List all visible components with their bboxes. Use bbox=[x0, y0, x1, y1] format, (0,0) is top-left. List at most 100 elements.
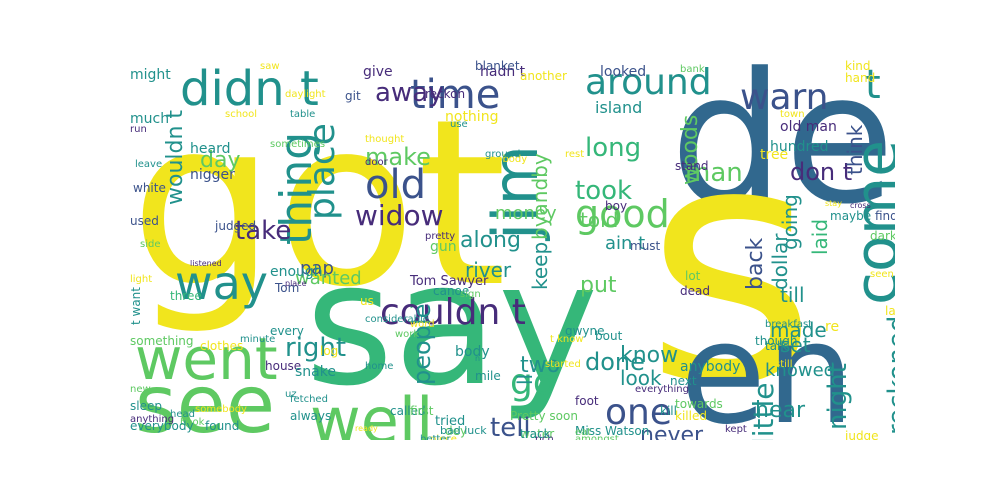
cloud-word: daylight bbox=[285, 90, 326, 100]
cloud-word: stand bbox=[675, 160, 709, 172]
cloud-word: island bbox=[595, 100, 642, 116]
cloud-word: bank bbox=[680, 65, 705, 75]
cloud-word: another bbox=[520, 70, 567, 82]
cloud-word: t know bbox=[550, 335, 584, 345]
cloud-word: gun bbox=[430, 240, 457, 254]
cloud-word: couldn t bbox=[380, 295, 526, 331]
cloud-word: somebody bbox=[195, 405, 247, 415]
cloud-word: blanket bbox=[475, 60, 520, 72]
cloud-word: nigger bbox=[190, 168, 235, 182]
cloud-word: Pretty soon bbox=[510, 410, 578, 422]
cloud-word: sometimes bbox=[270, 140, 325, 150]
cloud-word: work bbox=[395, 330, 419, 340]
cloud-word: thought bbox=[365, 135, 404, 145]
cloud-word: found bbox=[205, 420, 239, 432]
cloud-word: white bbox=[133, 182, 166, 194]
cloud-word: first bbox=[410, 405, 433, 417]
word-cloud: got de say s en see went well didn t time around wa… bbox=[125, 60, 895, 440]
cloud-word: dark bbox=[870, 230, 895, 242]
cloud-word: breakfast bbox=[765, 320, 812, 330]
cloud-word: track bbox=[520, 428, 551, 440]
cloud-word: heard bbox=[190, 142, 230, 156]
cloud-word: long bbox=[585, 135, 641, 161]
cloud-word: leave bbox=[135, 160, 162, 170]
cloud-word: though bbox=[755, 335, 797, 347]
cloud-word: judge bbox=[845, 430, 879, 440]
cloud-word: t want bbox=[130, 287, 142, 325]
cloud-word: looked bbox=[600, 65, 646, 79]
cloud-word: school bbox=[225, 110, 257, 120]
cloud-word: killed bbox=[675, 410, 707, 422]
cloud-word: reckoned bbox=[885, 316, 895, 435]
cloud-word: uz bbox=[285, 390, 297, 400]
cloud-word: think bbox=[845, 125, 865, 175]
cloud-word: ll bbox=[515, 374, 535, 385]
cloud-word: every bbox=[270, 325, 304, 337]
cloud-word: snake bbox=[295, 365, 336, 379]
cloud-word: home bbox=[365, 362, 393, 372]
cloud-word: laid bbox=[810, 219, 830, 255]
cloud-word: dead bbox=[680, 285, 710, 297]
cloud-word: byandby bbox=[530, 153, 550, 240]
cloud-word: us bbox=[360, 295, 374, 307]
cloud-word: till bbox=[780, 285, 805, 305]
cloud-word: anybody bbox=[680, 360, 740, 374]
cloud-word: kept bbox=[725, 425, 747, 435]
cloud-word: tree bbox=[760, 148, 788, 162]
cloud-word: widow bbox=[355, 202, 443, 230]
cloud-word: enough bbox=[270, 265, 323, 279]
cloud-word: seen bbox=[870, 270, 894, 280]
cloud-word: back bbox=[745, 238, 767, 290]
cloud-word: reckon bbox=[425, 88, 465, 100]
cloud-word: use bbox=[450, 120, 468, 130]
cloud-word: table bbox=[290, 110, 315, 120]
cloud-word: n bbox=[475, 355, 480, 363]
cloud-word: lot bbox=[685, 270, 700, 282]
cloud-word: sleep bbox=[130, 400, 162, 412]
cloud-word: sign bbox=[460, 290, 481, 300]
cloud-word: hand bbox=[845, 72, 875, 84]
cloud-word: eat bbox=[575, 428, 591, 438]
cloud-word: side bbox=[140, 240, 161, 250]
cloud-word: still bbox=[775, 360, 792, 370]
cloud-word: might bbox=[130, 68, 171, 82]
cloud-word: stay bbox=[825, 200, 842, 208]
cloud-word: give bbox=[363, 65, 393, 79]
cloud-word: town bbox=[780, 110, 805, 120]
cloud-word: hear bbox=[755, 400, 805, 422]
cloud-word: ground bbox=[485, 150, 520, 160]
cloud-word: pretty bbox=[425, 232, 455, 242]
cloud-word: money bbox=[495, 205, 557, 223]
cloud-word: new bbox=[130, 385, 151, 395]
cloud-word: ready bbox=[355, 425, 378, 433]
cloud-word: always bbox=[290, 410, 331, 422]
cloud-word: know bbox=[620, 345, 678, 367]
cloud-word: saw bbox=[260, 62, 280, 72]
cloud-word: better bbox=[420, 435, 451, 440]
cloud-word: judged bbox=[215, 220, 256, 232]
cloud-word: started bbox=[545, 360, 581, 370]
cloud-word: used bbox=[130, 215, 159, 227]
cloud-word: three bbox=[170, 290, 202, 302]
cloud-word: last bbox=[885, 305, 895, 317]
cloud-word: place bbox=[305, 123, 341, 220]
cloud-word: along bbox=[460, 230, 521, 252]
cloud-word: told bbox=[580, 210, 618, 230]
cloud-word: mile bbox=[475, 370, 501, 382]
cloud-word: place bbox=[285, 280, 307, 288]
cloud-word: never bbox=[640, 425, 703, 440]
cloud-word: keep bbox=[530, 242, 550, 290]
cloud-word: light bbox=[130, 275, 152, 285]
cloud-word: old man bbox=[780, 120, 837, 134]
cloud-word: find bbox=[875, 210, 895, 222]
cloud-word: git bbox=[345, 90, 361, 102]
cloud-word: everything bbox=[635, 385, 689, 395]
cloud-word: something bbox=[130, 335, 194, 347]
cloud-word: foot bbox=[575, 395, 599, 407]
cloud-word: maybe bbox=[830, 210, 871, 222]
cloud-word: boy bbox=[605, 200, 627, 212]
cloud-word: re bbox=[825, 320, 839, 334]
cloud-word: door bbox=[365, 158, 388, 168]
cloud-word: log bbox=[320, 345, 338, 357]
cloud-word: must bbox=[630, 240, 660, 252]
